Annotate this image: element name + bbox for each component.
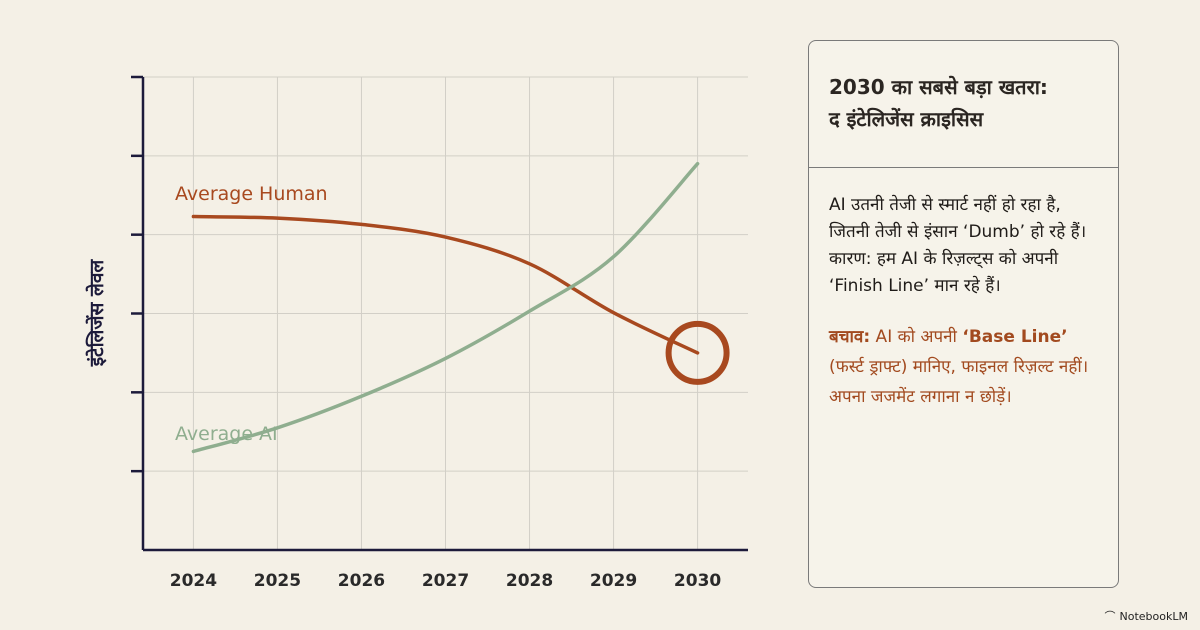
brand-badge: ⌒ NotebookLM — [1105, 608, 1188, 624]
y-axis-label: इंटेलिजेंस लेवल — [85, 259, 108, 368]
line-chart: 2024 2025 2026 2027 2028 2029 2030 इंटेलिजेंस ल… — [85, 75, 748, 591]
notebook-icon: ⌒ — [1104, 610, 1116, 623]
legend-label: Average Human — [175, 183, 328, 205]
info-card: 2030 का सबसे बड़ा खतरा: द इंटेलिजेंस क्र… — [808, 40, 1119, 588]
series-lines — [191, 161, 730, 454]
card-title-line2: द इंटेलिजेंस क्राइसिस — [829, 107, 984, 131]
tip-bold: ‘Base Line’ — [962, 327, 1068, 347]
card-title-line1: 2030 का सबसे बड़ा खतरा: — [829, 75, 1048, 99]
x-tick-label: 2024 — [170, 571, 217, 591]
axis-labels: 2024 2025 2026 2027 2028 2029 2030 इंटेलिजेंस ल… — [85, 183, 721, 591]
tip-pre: AI को अपनी — [870, 327, 963, 347]
x-tick-label: 2029 — [590, 571, 637, 591]
series-line — [191, 214, 700, 355]
tip-post: (फर्स्ट ड्राफ्ट) मानिए, फाइनल रिज़ल्ट नह… — [829, 357, 1089, 407]
brand-name: NotebookLM — [1119, 609, 1188, 623]
x-tick-label: 2028 — [506, 571, 553, 591]
highlight-circle — [665, 320, 730, 385]
x-tick-label: 2027 — [422, 571, 469, 591]
x-tick-label: 2030 — [674, 571, 721, 591]
card-header: 2030 का सबसे बड़ा खतरा: द इंटेलिजेंस क्र… — [809, 41, 1118, 168]
grid-lines — [143, 76, 748, 550]
x-tick-label: 2025 — [254, 571, 301, 591]
card-tip: बचाव: AI को अपनी ‘Base Line’ (फर्स्ट ड्र… — [829, 322, 1104, 412]
x-tick-label: 2026 — [338, 571, 385, 591]
tip-label: बचाव: — [829, 327, 871, 347]
axes — [131, 75, 748, 552]
series-line — [191, 161, 700, 454]
card-title: 2030 का सबसे बड़ा खतरा: द इंटेलिजेंस क्र… — [829, 71, 1100, 135]
card-body: AI उतनी तेजी से स्मार्ट नहीं हो रहा है, … — [809, 168, 1118, 412]
legend-label: Average AI — [175, 423, 278, 445]
card-body-text: AI उतनी तेजी से स्मार्ट नहीं हो रहा है, … — [829, 195, 1087, 296]
